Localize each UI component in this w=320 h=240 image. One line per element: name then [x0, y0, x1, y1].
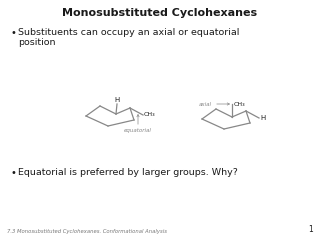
Text: axial: axial: [199, 102, 212, 107]
Text: Substituents can occupy an axial or equatorial: Substituents can occupy an axial or equa…: [18, 28, 239, 37]
Text: •: •: [10, 168, 16, 178]
Text: CH₃: CH₃: [144, 113, 156, 118]
Text: equatorial: equatorial: [124, 128, 152, 133]
Text: •: •: [10, 28, 16, 38]
Text: Equatorial is preferred by larger groups. Why?: Equatorial is preferred by larger groups…: [18, 168, 238, 177]
Text: H: H: [114, 97, 120, 103]
Text: H: H: [260, 115, 265, 121]
Text: 7.3 Monosubstituted Cyclohexanes. Conformational Analysis: 7.3 Monosubstituted Cyclohexanes. Confor…: [7, 229, 167, 234]
Text: position: position: [18, 38, 55, 47]
Text: 1: 1: [308, 225, 313, 234]
Text: Monosubstituted Cyclohexanes: Monosubstituted Cyclohexanes: [62, 8, 258, 18]
Text: CH₃: CH₃: [234, 102, 246, 107]
